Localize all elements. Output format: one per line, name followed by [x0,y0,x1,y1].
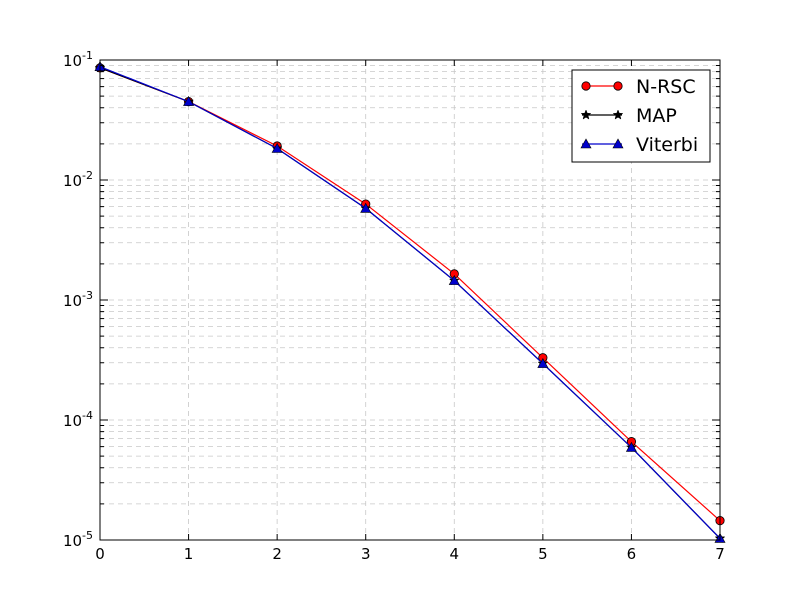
data-point-viterbi [625,441,637,452]
y-tick-label: 10-1 [63,49,93,70]
legend: N-RSC MAP Viterbi [571,69,711,163]
data-point-viterbi [537,358,549,368]
legend-label-n-rsc: N-RSC [636,76,696,98]
x-tick-label: 4 [450,545,460,563]
legend-label-map: MAP [636,105,677,127]
y-tick-label: 10-3 [63,289,93,310]
series-group [94,61,726,544]
legend-label-viterbi: Viterbi [636,134,698,156]
x-tick-label: 1 [184,545,194,563]
data-point-viterbi [271,142,283,153]
ticks: 0 1 2 3 4 5 6 7 10-5 10-4 10-3 10-2 10-1 [63,49,725,563]
legend-marker-map [580,109,592,120]
data-point-viterbi [360,202,372,213]
data-point-viterbi [183,95,195,106]
x-tick-label: 6 [627,545,637,563]
x-tick-label: 3 [361,545,371,563]
legend-marker-viterbi [612,138,624,149]
data-point-viterbi [448,275,460,285]
legend-marker-map [612,109,624,120]
legend-box [571,69,711,163]
x-tick-label: 5 [538,545,548,563]
legend-marker-n-rsc [581,81,591,91]
x-tick-label: 2 [272,545,282,563]
series-line-viterbi [99,66,721,539]
y-tick-label: 10-4 [63,409,93,430]
y-tick-label: 10-2 [63,169,93,190]
legend-marker-n-rsc [613,81,623,91]
x-tick-label: 0 [95,545,105,563]
y-tick-label: 10-5 [63,529,93,550]
x-tick-label: 7 [715,545,725,563]
legend-marker-viterbi [580,138,592,149]
